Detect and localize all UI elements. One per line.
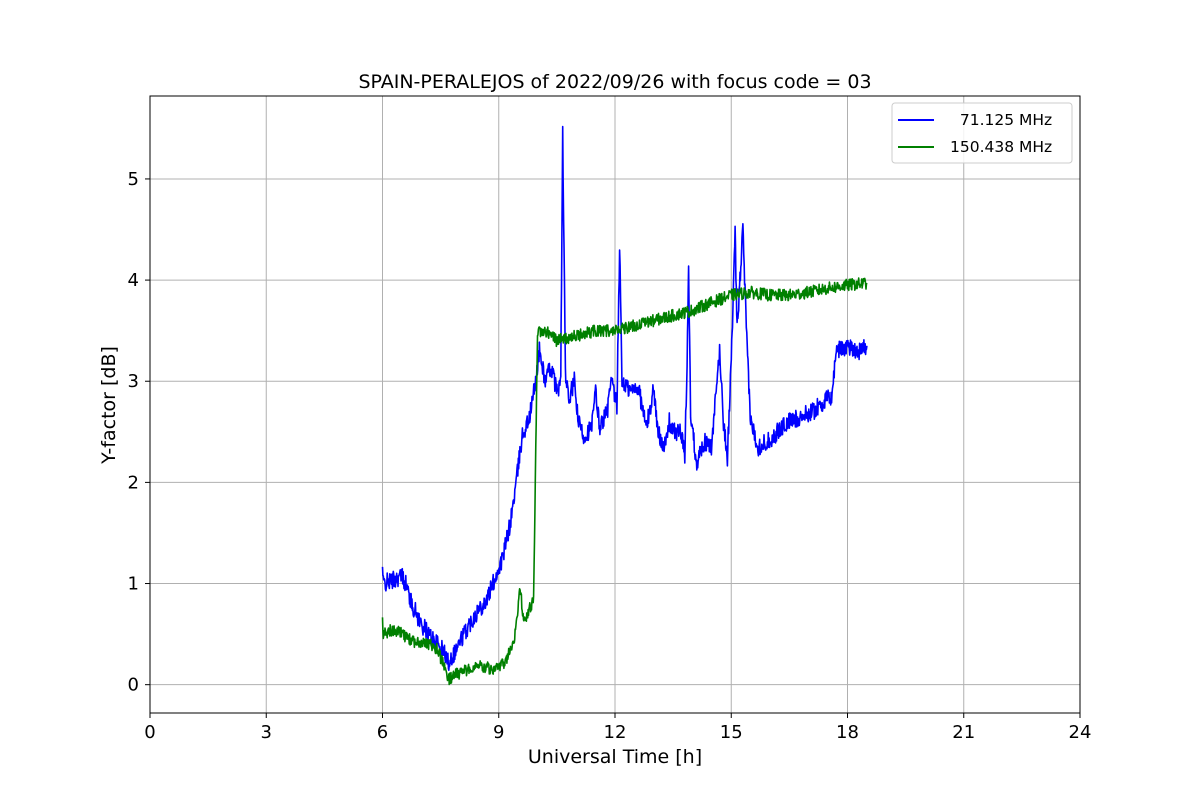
x-tick-label: 21: [952, 722, 975, 743]
x-tick-label: 24: [1069, 722, 1092, 743]
y-axis: 0 1 2 3 4 5: [128, 169, 150, 696]
y-tick-label: 4: [128, 270, 139, 291]
y-tick-label: 2: [128, 472, 139, 493]
x-axis: 0 3 6 9 12 15 18 21 24: [144, 713, 1091, 743]
x-tick-label: 15: [720, 722, 743, 743]
x-tick-label: 0: [144, 722, 155, 743]
x-axis-label: Universal Time [h]: [528, 746, 702, 768]
y-tick-label: 1: [128, 574, 139, 595]
legend-box: [891, 102, 1073, 164]
x-tick-label: 6: [377, 722, 388, 743]
x-tick-label: 18: [836, 722, 859, 743]
legend-label: 150.438 MHz: [950, 138, 1052, 156]
x-tick-label: 12: [604, 722, 627, 743]
x-tick-label: 3: [261, 722, 272, 743]
y-axis-label: Y-factor [dB]: [98, 346, 120, 465]
x-tick-label: 9: [493, 722, 504, 743]
legend-label: 71.125 MHz: [950, 111, 1052, 129]
legend: 71.125 MHz 150.438 MHz: [891, 102, 1073, 164]
chart-title: SPAIN-PERALEJOS of 2022/09/26 with focus…: [358, 71, 871, 93]
series-layer: [381, 125, 868, 686]
y-tick-label: 0: [128, 675, 139, 696]
y-tick-label: 3: [128, 371, 139, 392]
series-line-1: [381, 125, 868, 671]
series-line-2: [381, 277, 868, 686]
y-tick-label: 5: [128, 169, 139, 190]
